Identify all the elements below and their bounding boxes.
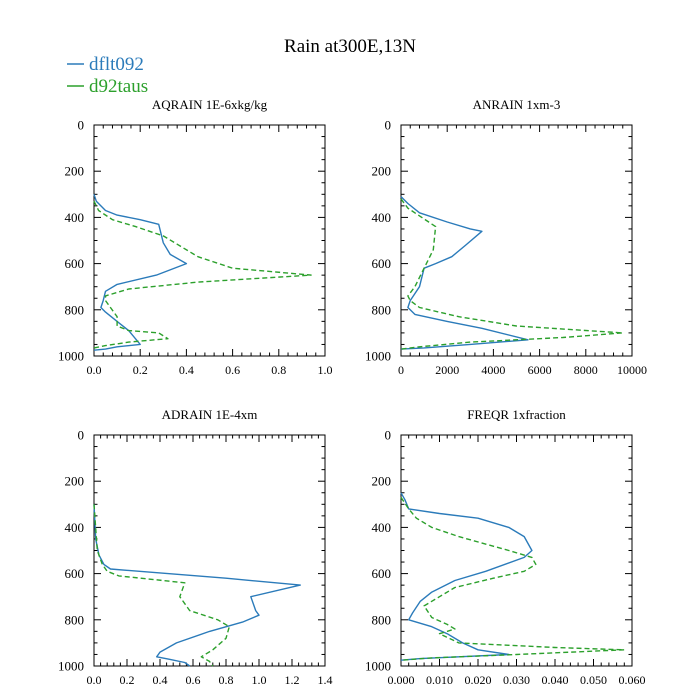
y-tick-label: 800 <box>372 302 392 317</box>
legend-label-dflt092: dflt092 <box>89 54 144 75</box>
series-line-dflt092 <box>400 492 533 661</box>
x-tick-label: 0.0 <box>87 363 102 377</box>
series-line-dflt092 <box>93 504 301 667</box>
x-tick-label: 0 <box>398 363 404 377</box>
x-tick-label: 0.030 <box>503 673 530 687</box>
x-tick-label: 0.020 <box>465 673 492 687</box>
figure-title: Rain at300E,13N <box>284 36 416 57</box>
panel-3: ADRAIN 1E-4xm 0.0 0.2 0.4 0.6 0.8 1.0 1.2 1.4 0 20… <box>58 407 333 687</box>
y-tick-label: 600 <box>65 566 85 581</box>
y-tick-label: 600 <box>372 566 392 581</box>
y-tick-label: 400 <box>65 210 85 225</box>
y-tick-label: 200 <box>372 164 392 179</box>
panel-title: ADRAIN 1E-4xm <box>162 407 258 422</box>
x-tick-label: 0.000 <box>388 673 415 687</box>
y-tick-label: 200 <box>372 474 392 489</box>
x-tick-label: 0.4 <box>179 363 194 377</box>
legend-label-d92taus: d92taus <box>89 76 148 97</box>
y-tick-label: 600 <box>372 256 392 271</box>
panel-2: ANRAIN 1xm-3 0 2000 4000 6000 8000 10000 0 200 40… <box>365 97 647 377</box>
x-tick-label: 6000 <box>528 363 552 377</box>
plot-frame <box>400 434 633 667</box>
y-tick-label: 400 <box>372 520 392 535</box>
legend: dflt092 d92taus <box>67 54 148 97</box>
y-tick-label: 400 <box>65 520 85 535</box>
x-tick-label: 0.8 <box>219 673 234 687</box>
plot-frame <box>400 124 633 357</box>
x-tick-label: 0.2 <box>133 363 148 377</box>
y-tick-label: 1000 <box>58 349 84 364</box>
x-tick-label: 0.4 <box>153 673 168 687</box>
x-tick-label: 0.040 <box>542 673 569 687</box>
x-tick-label: 0.2 <box>120 673 135 687</box>
x-tick-label: 0.050 <box>580 673 607 687</box>
y-tick-label: 0 <box>78 428 85 443</box>
y-tick-label: 800 <box>65 612 85 627</box>
x-tick-label: 1.0 <box>318 363 333 377</box>
panel-title: AQRAIN 1E-6xkg/kg <box>152 97 268 112</box>
series-line-dflt092 <box>400 196 529 350</box>
x-tick-label: 10000 <box>617 363 647 377</box>
y-tick-label: 800 <box>65 302 85 317</box>
x-tick-label: 0.6 <box>225 363 240 377</box>
y-tick-label: 200 <box>65 474 85 489</box>
series-line-d92taus <box>400 198 624 350</box>
series-line-d92taus <box>93 200 312 349</box>
x-tick-label: 0.8 <box>271 363 286 377</box>
plot-frame <box>93 124 326 357</box>
y-tick-label: 1000 <box>365 659 391 674</box>
panel-title: FREQR 1xfraction <box>467 407 566 422</box>
x-tick-label: 0.6 <box>186 673 201 687</box>
x-tick-label: 1.0 <box>252 673 267 687</box>
x-tick-label: 8000 <box>574 363 598 377</box>
series-line-d92taus <box>400 497 625 661</box>
y-tick-label: 0 <box>385 118 392 133</box>
y-tick-label: 0 <box>78 118 85 133</box>
panel-title: ANRAIN 1xm-3 <box>473 97 561 112</box>
y-tick-label: 800 <box>372 612 392 627</box>
x-tick-label: 0.060 <box>619 673 646 687</box>
x-tick-label: 0.0 <box>87 673 102 687</box>
x-tick-label: 1.2 <box>285 673 300 687</box>
y-tick-label: 1000 <box>365 349 391 364</box>
series-line-dflt092 <box>93 194 188 351</box>
y-tick-label: 1000 <box>58 659 84 674</box>
panels: AQRAIN 1E-6xkg/kg 0.0 0.2 0.4 0.6 0.8 1.0 0 200 4… <box>58 97 647 687</box>
panel-1: AQRAIN 1E-6xkg/kg 0.0 0.2 0.4 0.6 0.8 1.0 0 200 4… <box>58 97 333 377</box>
y-tick-label: 400 <box>372 210 392 225</box>
y-tick-label: 200 <box>65 164 85 179</box>
y-tick-label: 600 <box>65 256 85 271</box>
x-tick-label: 4000 <box>481 363 505 377</box>
x-tick-label: 2000 <box>435 363 459 377</box>
y-tick-label: 0 <box>385 428 392 443</box>
panel-4: FREQR 1xfraction 0.000 0.010 0.020 0.030 0.04… <box>365 407 646 687</box>
x-tick-label: 0.010 <box>426 673 453 687</box>
series-line-d92taus <box>93 504 231 667</box>
x-tick-label: 1.4 <box>318 673 333 687</box>
